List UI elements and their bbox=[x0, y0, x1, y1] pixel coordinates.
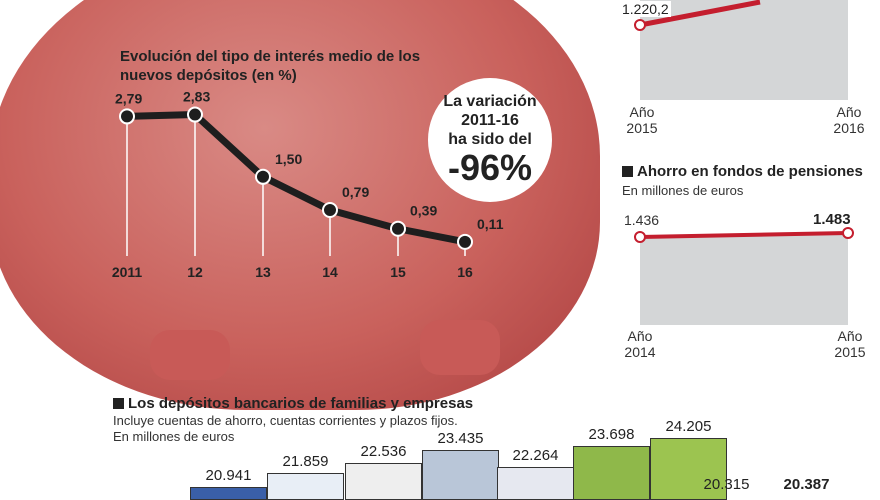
data-point bbox=[457, 233, 473, 250]
bar bbox=[345, 463, 422, 500]
pig-leg bbox=[150, 330, 230, 380]
pensions-line bbox=[634, 227, 854, 243]
bar-value-label: 23.698 bbox=[588, 425, 635, 443]
data-point bbox=[187, 106, 203, 123]
variation-callout: La variación 2011-16 ha sido del -96% bbox=[428, 78, 552, 202]
series-line bbox=[639, 0, 761, 28]
deposits-unit: En millones de euros bbox=[113, 429, 235, 444]
bar bbox=[267, 473, 344, 500]
callout-line1: La variación bbox=[443, 93, 537, 110]
pensions-area bbox=[640, 235, 848, 325]
bar-value-label: 22.536 bbox=[360, 443, 407, 461]
data-point bbox=[119, 108, 135, 125]
top-x-label: Año 2016 bbox=[833, 104, 865, 136]
callout-line2: 2011-16 bbox=[461, 112, 519, 129]
data-point bbox=[322, 202, 338, 219]
callout-value: -96% bbox=[447, 147, 533, 188]
line-chart-title: Evolución del tipo de interés medio de l… bbox=[120, 48, 421, 84]
bar-value-label: 24.205 bbox=[665, 418, 712, 436]
top-x-label: Año 2015 bbox=[626, 104, 658, 136]
pensions-x-label: Año 2015 bbox=[834, 328, 866, 360]
pensions-title-text: Ahorro en fondos de pensiones bbox=[637, 163, 863, 180]
pensions-subtitle: En millones de euros bbox=[622, 183, 744, 198]
pensions-x-label: Año 2014 bbox=[624, 328, 656, 360]
bar bbox=[573, 445, 650, 500]
top-panel-line bbox=[634, 0, 761, 31]
data-point bbox=[390, 220, 406, 237]
bar bbox=[190, 487, 267, 500]
pensions-title: Ahorro en fondos de pensiones bbox=[622, 163, 863, 180]
x-tick-label: 2011 bbox=[112, 264, 143, 280]
data-label: 1,50 bbox=[275, 151, 302, 167]
deposits-subtitle: Incluye cuentas de ahorro, cuentas corri… bbox=[113, 413, 458, 428]
data-point bbox=[634, 231, 646, 243]
data-point bbox=[634, 19, 646, 31]
x-tick-label: 14 bbox=[322, 264, 338, 280]
data-label: 0,11 bbox=[477, 216, 504, 232]
bar-value-label: 22.264 bbox=[512, 447, 559, 465]
bar bbox=[497, 467, 574, 500]
data-point bbox=[255, 168, 271, 185]
bar-value-label: 20.315 bbox=[703, 476, 750, 493]
x-tick-label: 12 bbox=[187, 264, 203, 280]
top-panel-value: 1.220,2 bbox=[620, 1, 671, 17]
bar bbox=[422, 449, 499, 500]
x-tick-label: 16 bbox=[457, 264, 473, 280]
deposits-title: Los depósitos bancarios de familias y em… bbox=[113, 395, 473, 412]
data-label: 2,83 bbox=[183, 89, 210, 105]
bar-value-label: 20.387 bbox=[783, 476, 830, 493]
data-label: 2,79 bbox=[115, 90, 142, 106]
piggy-bank-image bbox=[0, 0, 600, 410]
callout-line3: ha sido del bbox=[448, 131, 532, 148]
x-tick-label: 15 bbox=[390, 264, 406, 280]
deposits-title-text: Los depósitos bancarios de familias y em… bbox=[128, 395, 474, 412]
series-line bbox=[639, 231, 849, 239]
bar-value-label: 21.859 bbox=[282, 453, 329, 471]
pensions-value-2014: 1.436 bbox=[624, 212, 660, 228]
data-label: 0,39 bbox=[410, 203, 437, 219]
bar-value-label: 23.435 bbox=[437, 429, 484, 447]
x-tick-label: 13 bbox=[255, 264, 271, 280]
bar-value-label: 20.941 bbox=[205, 467, 252, 484]
pensions-value-2015: 1.483 bbox=[813, 211, 851, 228]
data-point bbox=[842, 227, 854, 239]
interest-line-chart: 2,79 2011 2,83 12 1,50 13 0,79 14 0,39 15 0,11 16 bbox=[112, 89, 504, 280]
pig-leg bbox=[420, 320, 500, 375]
series-line bbox=[126, 111, 466, 246]
data-label: 0,79 bbox=[342, 184, 369, 200]
